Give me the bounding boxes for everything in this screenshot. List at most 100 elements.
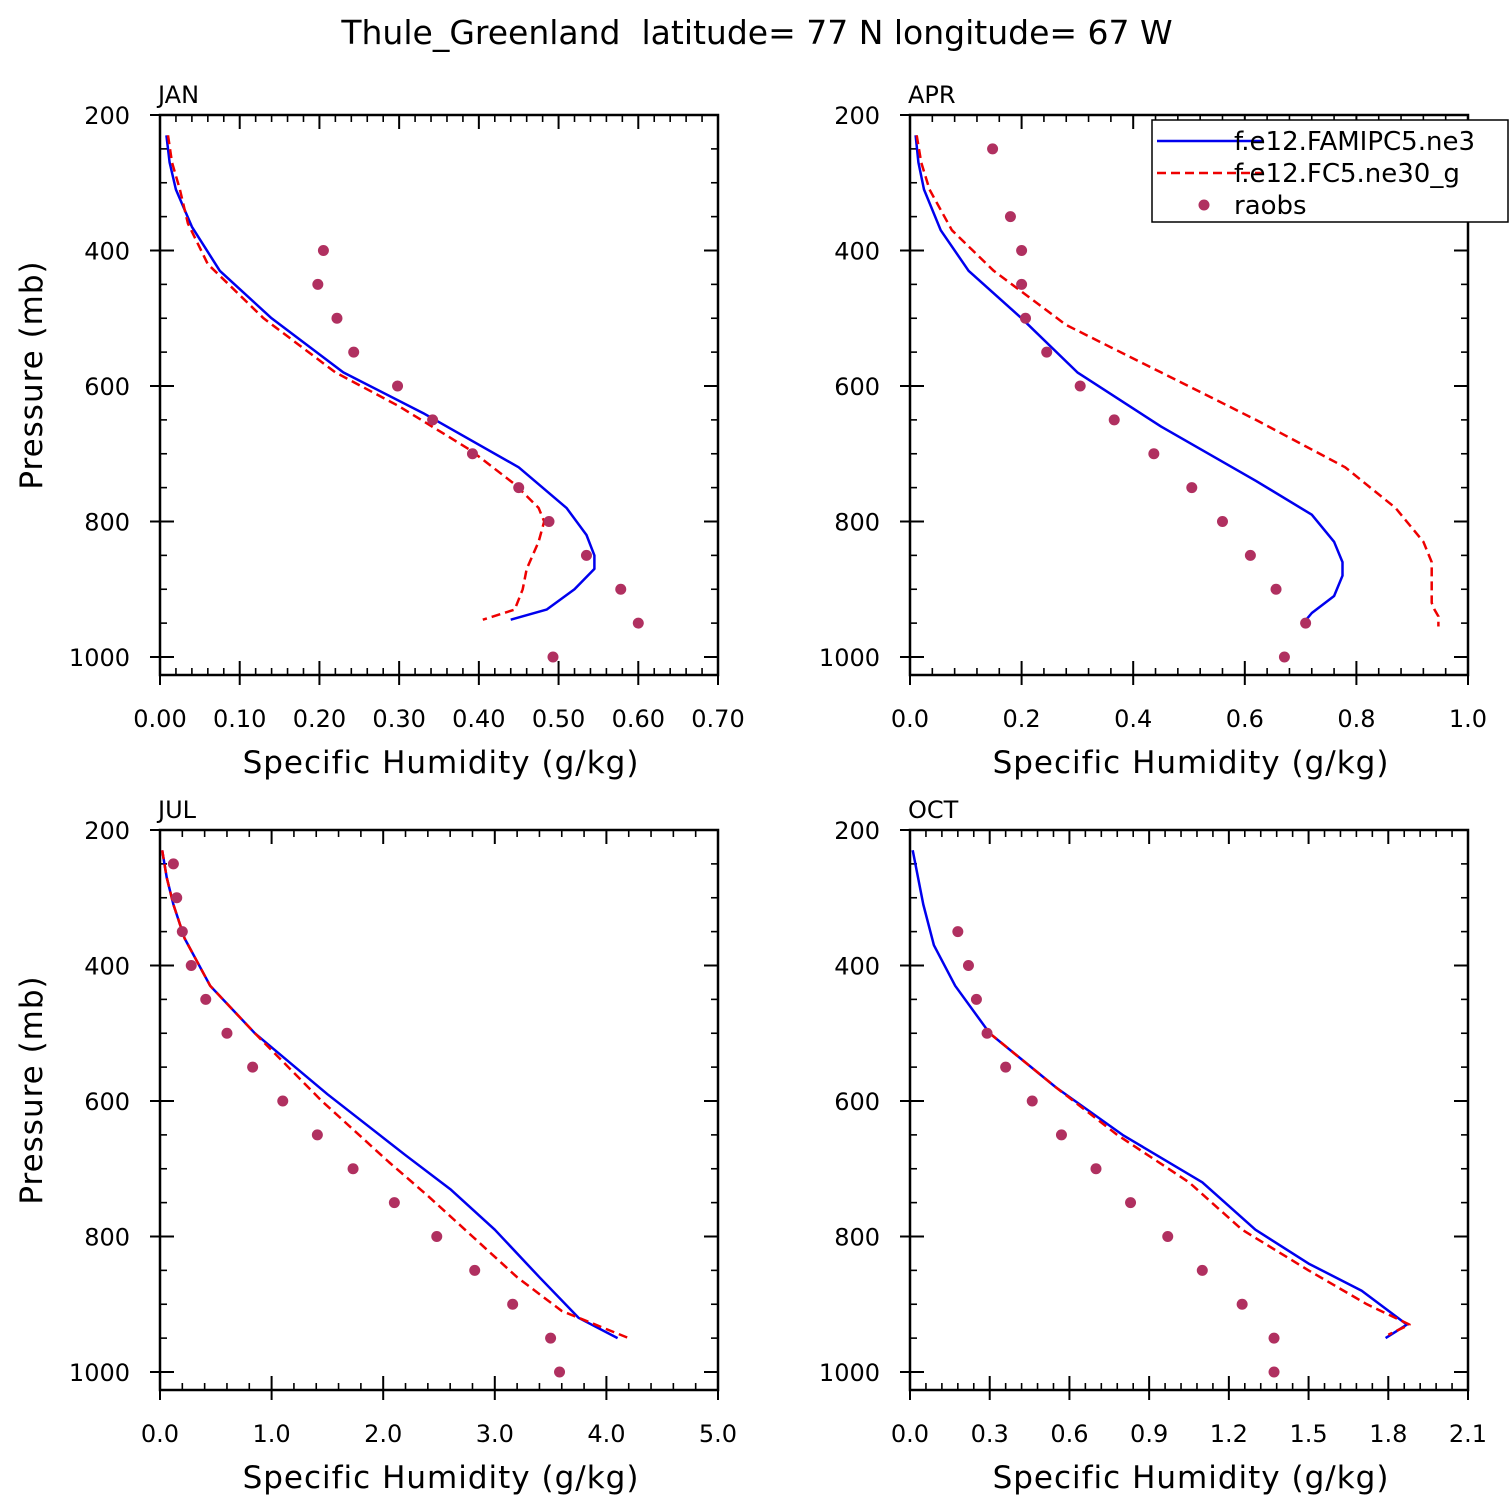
raobs-point — [431, 1231, 443, 1242]
x-tick-label: 0.4 — [1114, 705, 1152, 733]
y-tick-label: 1000 — [69, 1359, 130, 1387]
y-tick-label: 800 — [834, 509, 880, 537]
y-tick-label: 400 — [834, 238, 880, 266]
raobs-point — [547, 651, 559, 663]
raobs-point — [580, 549, 592, 561]
x-tick-label: 0.3 — [971, 1420, 1009, 1448]
x-tick-label: 1.2 — [1210, 1420, 1248, 1448]
raobs-point — [970, 993, 982, 1005]
raobs-point — [1300, 617, 1312, 629]
raobs-point — [952, 926, 964, 938]
x-tick-label: 0.20 — [293, 705, 346, 733]
series-line-famipc5 — [914, 135, 1344, 624]
y-tick-label: 800 — [84, 1224, 130, 1252]
legend-label: f.e12.FC5.ne30_g — [1234, 159, 1460, 189]
raobs-point — [1041, 346, 1053, 358]
series-line-famipc5 — [160, 850, 619, 1340]
x-tick-label: 0.60 — [612, 705, 665, 733]
raobs-point — [1244, 549, 1256, 561]
plot-frame — [158, 113, 720, 677]
raobs-point — [171, 892, 183, 904]
x-tick-label: 0.9 — [1130, 1420, 1168, 1448]
raobs-point — [554, 1366, 566, 1378]
y-tick-label: 600 — [834, 373, 880, 401]
x-tick-label: 2.0 — [364, 1420, 402, 1448]
series-line-famipc5 — [165, 135, 596, 621]
x-tick-label: 0.6 — [1226, 705, 1264, 733]
raobs-point — [466, 448, 478, 460]
raobs-point — [987, 143, 999, 155]
x-tick-label: 3.0 — [476, 1420, 514, 1448]
x-tick-label: 0.30 — [372, 705, 425, 733]
raobs-point — [1186, 482, 1198, 494]
panel-label: JUL — [156, 796, 197, 824]
raobs-point — [1270, 583, 1282, 595]
raobs-point — [1216, 516, 1228, 527]
legend-entry: f.e12.FAMIPC5.ne3 — [1157, 127, 1475, 157]
panel-label: OCT — [908, 796, 959, 824]
x-tick-label: 5.0 — [699, 1420, 737, 1448]
raobs-point — [1236, 1298, 1248, 1310]
x-tick-label: 1.0 — [253, 1420, 291, 1448]
raobs-point — [1004, 211, 1016, 223]
panel-label: APR — [908, 81, 956, 109]
raobs-point — [247, 1061, 259, 1073]
x-axis-label: Specific Humidity (g/kg) — [243, 1460, 640, 1496]
series-line-fc5 — [160, 850, 630, 1340]
y-tick-label: 600 — [84, 373, 130, 401]
raobs-point — [1090, 1163, 1102, 1175]
y-tick-label: 600 — [84, 1088, 130, 1116]
raobs-point — [632, 617, 644, 629]
x-tick-label: 1.5 — [1289, 1420, 1327, 1448]
raobs-point — [167, 858, 179, 870]
raobs-point — [176, 926, 188, 938]
raobs-point — [981, 1027, 993, 1039]
y-tick-label: 200 — [834, 817, 880, 845]
x-tick-label: 1.8 — [1369, 1420, 1407, 1448]
raobs-point — [200, 993, 212, 1005]
panel-label: JAN — [156, 81, 199, 109]
x-axis-label: Specific Humidity (g/kg) — [243, 745, 640, 781]
raobs-point — [348, 346, 360, 358]
raobs-point — [312, 278, 324, 290]
raobs-point — [388, 1197, 400, 1209]
series-line-famipc5 — [911, 850, 1409, 1340]
y-tick-label: 800 — [834, 1224, 880, 1252]
legend-entry: f.e12.FC5.ne30_g — [1157, 159, 1460, 189]
raobs-point — [392, 380, 404, 392]
panel-jan: JAN 0.00 0.10 0.20 0.30 0.40 0.50 0.60 0.70 200 40… — [14, 81, 745, 781]
x-tick-label: 0.40 — [452, 705, 505, 733]
y-tick-label: 200 — [84, 817, 130, 845]
raobs-point — [513, 482, 525, 494]
raobs-point — [1016, 245, 1028, 256]
legend-label: raobs — [1234, 191, 1307, 221]
raobs-point — [1108, 414, 1120, 426]
x-tick-label: 0.70 — [691, 705, 744, 733]
raobs-point — [1196, 1264, 1208, 1276]
x-tick-label: 0.2 — [1003, 705, 1041, 733]
y-tick-label: 600 — [834, 1088, 880, 1116]
panel-apr: APR 0.0 0.2 0.4 0.6 0.8 1.0 200 400 600 800 1000 Spe… — [819, 81, 1487, 781]
y-tick-label: 1000 — [819, 1359, 880, 1387]
panels: JAN 0.00 0.10 0.20 0.30 0.40 0.50 0.60 0.70 200 40… — [14, 81, 1487, 1496]
series-line-fc5 — [166, 135, 546, 621]
panel-jul: JUL 0.0 1.0 2.0 3.0 4.0 5.0 200 400 600 800 1000 Spe… — [14, 796, 737, 1496]
raobs-point — [331, 312, 343, 324]
raobs-point — [1055, 1129, 1067, 1141]
raobs-point — [317, 245, 329, 256]
x-tick-label: 0.6 — [1050, 1420, 1088, 1448]
raobs-point — [347, 1163, 359, 1175]
y-tick-label: 200 — [834, 102, 880, 130]
x-tick-label: 0.10 — [213, 705, 266, 733]
x-tick-label: 2.1 — [1449, 1420, 1487, 1448]
raobs-point — [507, 1298, 519, 1310]
series-line-fc5 — [915, 135, 1440, 627]
x-axis-label: Specific Humidity (g/kg) — [993, 745, 1390, 781]
raobs-point — [543, 516, 555, 527]
y-tick-label: 1000 — [819, 644, 880, 672]
raobs-point — [1026, 1095, 1038, 1107]
y-tick-label: 400 — [834, 953, 880, 981]
x-tick-label: 0.0 — [891, 1420, 929, 1448]
